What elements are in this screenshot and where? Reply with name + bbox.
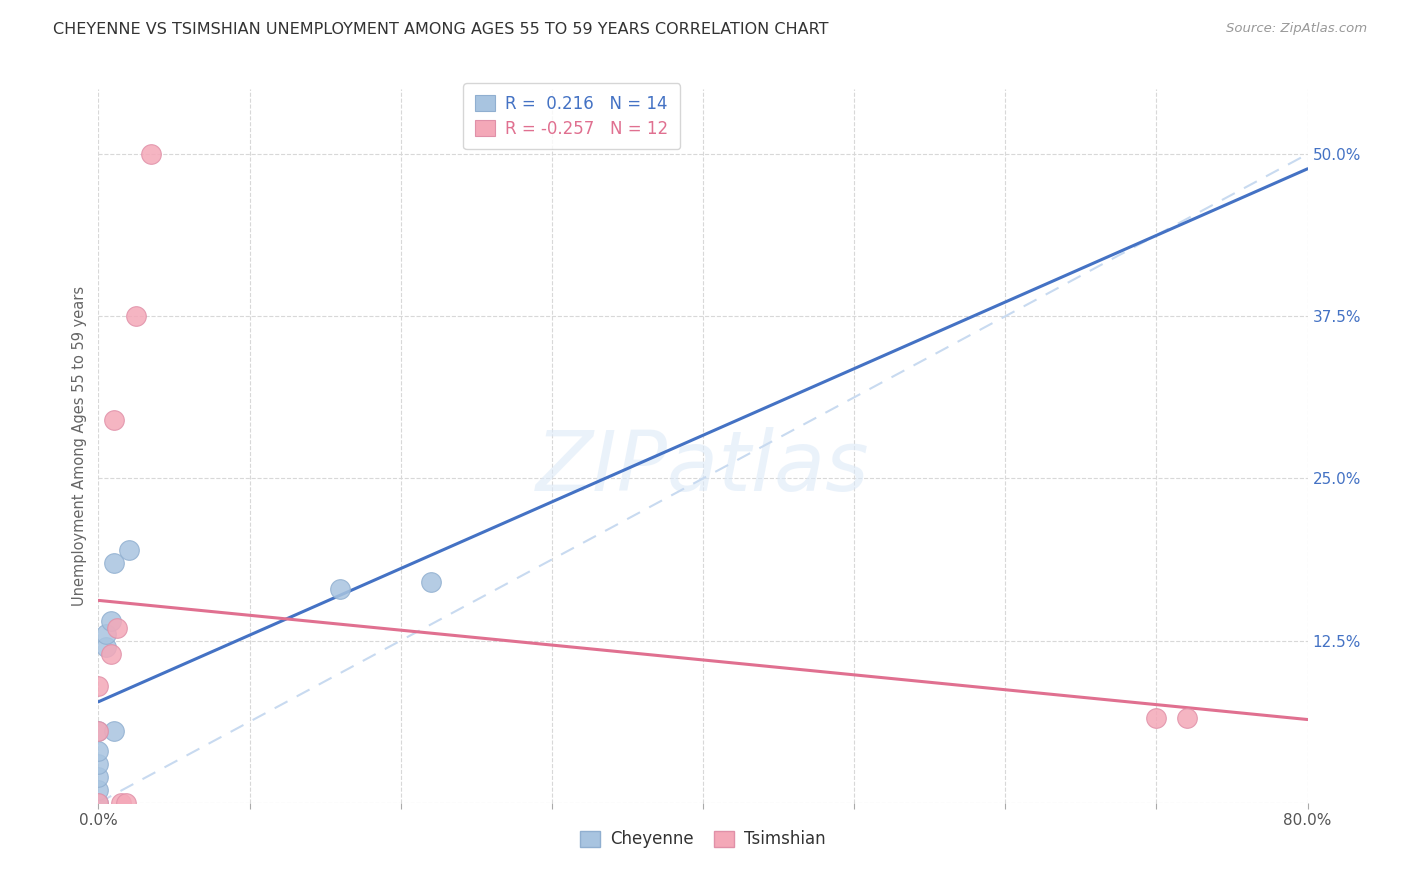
Text: Source: ZipAtlas.com: Source: ZipAtlas.com xyxy=(1226,22,1367,36)
Point xyxy=(103,556,125,570)
Text: CHEYENNE VS TSIMSHIAN UNEMPLOYMENT AMONG AGES 55 TO 59 YEARS CORRELATION CHART: CHEYENNE VS TSIMSHIAN UNEMPLOYMENT AMONG… xyxy=(53,22,830,37)
Point xyxy=(118,542,141,557)
Point xyxy=(87,770,110,784)
Point xyxy=(105,621,128,635)
Point xyxy=(87,756,110,771)
Point xyxy=(87,796,110,810)
Point xyxy=(114,796,136,810)
Point xyxy=(87,724,110,739)
Point xyxy=(87,796,110,810)
Point xyxy=(110,796,132,810)
Text: ZIPatlas: ZIPatlas xyxy=(536,427,870,508)
Point xyxy=(94,640,117,654)
Point xyxy=(141,147,163,161)
Y-axis label: Unemployment Among Ages 55 to 59 years: Unemployment Among Ages 55 to 59 years xyxy=(72,286,87,606)
Point xyxy=(87,724,110,739)
Point xyxy=(329,582,352,596)
Point xyxy=(100,614,122,628)
Point xyxy=(94,627,117,641)
Point xyxy=(125,310,148,324)
Point xyxy=(100,647,122,661)
Point xyxy=(103,413,125,427)
Point xyxy=(87,782,110,797)
Legend: Cheyenne, Tsimshian: Cheyenne, Tsimshian xyxy=(574,824,832,855)
Point xyxy=(87,679,110,693)
Point xyxy=(420,575,443,590)
Point xyxy=(103,724,125,739)
Point xyxy=(1144,711,1167,725)
Point xyxy=(87,744,110,758)
Point xyxy=(1175,711,1198,725)
